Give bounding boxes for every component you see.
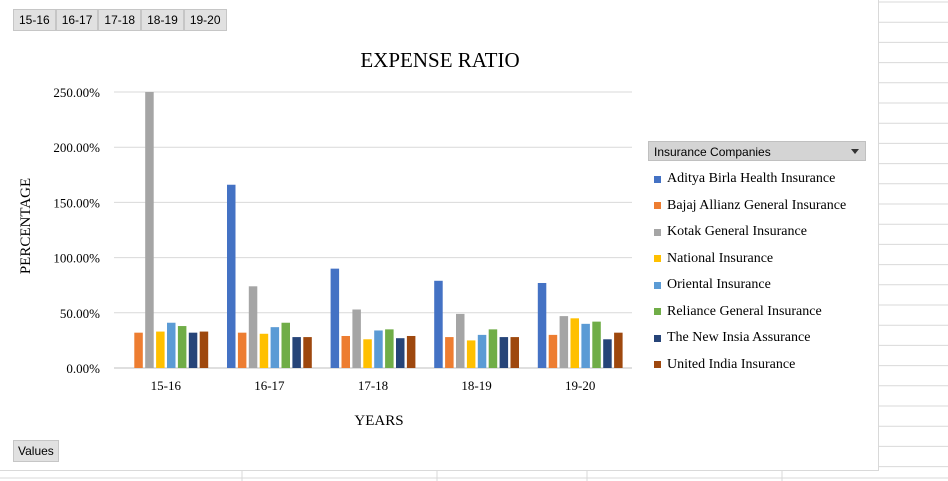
bar [145,92,154,368]
legend-label: Aditya Birla Health Insurance [667,171,836,187]
bar [167,322,176,368]
bar [199,331,209,368]
bar [303,337,312,368]
bar [292,337,301,368]
bar [385,329,394,368]
y-tick-label: 0.00% [66,361,100,376]
legend-swatch [654,361,661,369]
legend-title: Insurance Companies [654,145,771,159]
bar [248,286,258,368]
bar [434,280,443,368]
bar [177,326,187,368]
legend-swatch [654,334,661,342]
bar [603,339,612,368]
values-button[interactable]: Values [13,440,59,462]
legend-item: Bajaj Allianz General Insurance [654,193,846,220]
legend-item: Aditya Birla Health Insurance [654,166,846,193]
legend-swatch [654,228,661,236]
x-axis-label: YEARS [354,413,403,429]
bar [445,337,454,368]
x-tick-label: 17-18 [358,378,388,393]
legend-label: Bajaj Allianz General Insurance [667,197,847,213]
filter-button-16-17[interactable]: 16-17 [55,9,99,31]
legend-item: The New Insia Assurance [654,325,846,352]
legend-item: United India Insurance [654,352,846,379]
bar [559,316,569,368]
legend: Aditya Birla Health Insurance Bajaj Allia… [654,166,846,378]
filter-button-18-19[interactable]: 18-19 [141,9,184,31]
legend-item: Reliance General Insurance [654,299,846,326]
bar [466,340,476,368]
filter-button-19-20[interactable]: 19-20 [183,9,227,31]
bar [374,330,383,368]
bar [363,339,372,368]
legend-swatch [654,281,661,289]
y-tick-label: 250.00% [53,85,100,100]
bar [281,322,290,368]
legend-swatch [654,255,661,263]
legend-swatch [654,202,661,210]
y-tick-label: 50.00% [60,306,100,321]
legend-label: Kotak General Insurance [667,224,807,240]
bar [477,334,487,368]
legend-filter-dropdown[interactable]: Insurance Companies [648,141,866,161]
bar [227,184,236,368]
bar [510,337,519,368]
y-axis-label: PERCENTAGE [18,178,34,274]
x-tick-labels: 15-16 16-17 17-18 18-19 19-20 [151,378,596,393]
x-tick-label: 15-16 [151,378,182,393]
bar [352,309,361,368]
legend-item: Oriental Insurance [654,272,846,299]
dropdown-arrow-icon [851,149,859,154]
x-tick-label: 16-17 [254,378,285,393]
y-tick-label: 100.00% [53,251,100,266]
legend-swatch [654,308,661,316]
gridlines [114,91,632,369]
filter-button-17-18[interactable]: 17-18 [98,9,142,31]
bar [614,332,623,368]
bar [270,327,280,368]
bar [592,321,601,368]
bar [237,332,247,368]
bar [259,333,269,368]
bar [570,318,579,368]
legend-label: United India Insurance [667,356,796,372]
x-tick-label: 18-19 [461,378,491,393]
bar [134,332,143,368]
filter-buttons: 15-16 16-17 17-18 18-19 19-20 [13,9,227,31]
legend-swatch [654,175,661,183]
y-tick-label: 200.00% [53,140,100,155]
bars [134,92,623,368]
legend-item: Kotak General Insurance [654,219,846,246]
bar [396,338,405,368]
bar [548,334,558,368]
legend-label: Reliance General Insurance [667,303,822,319]
legend-label: Oriental Insurance [667,277,771,293]
legend-item: National Insurance [654,246,846,273]
bar [156,331,165,368]
filter-button-15-16[interactable]: 15-16 [13,9,56,31]
pivot-chart[interactable]: 15-16 16-17 17-18 18-19 19-20 EXPENSE RATIO … [0,0,879,471]
legend-label: National Insurance [667,250,774,266]
x-tick-label: 19-20 [565,378,595,393]
bar [406,335,416,368]
bar [537,282,547,368]
bar [499,337,509,368]
legend-label: The New Insia Assurance [667,330,811,346]
bar [188,332,198,368]
chart-plot: EXPENSE RATIO 0.00% 50.00% 100.00% 150.00% 2… [18,48,632,429]
y-tick-label: 150.00% [53,195,100,210]
bar [456,313,465,368]
bar [581,323,590,368]
y-tick-labels: 0.00% 50.00% 100.00% 150.00% 200.00% 250.00% [53,85,100,376]
bar [341,335,350,368]
chart-title: EXPENSE RATIO [360,48,519,72]
bar [488,329,498,368]
bar [330,268,340,368]
